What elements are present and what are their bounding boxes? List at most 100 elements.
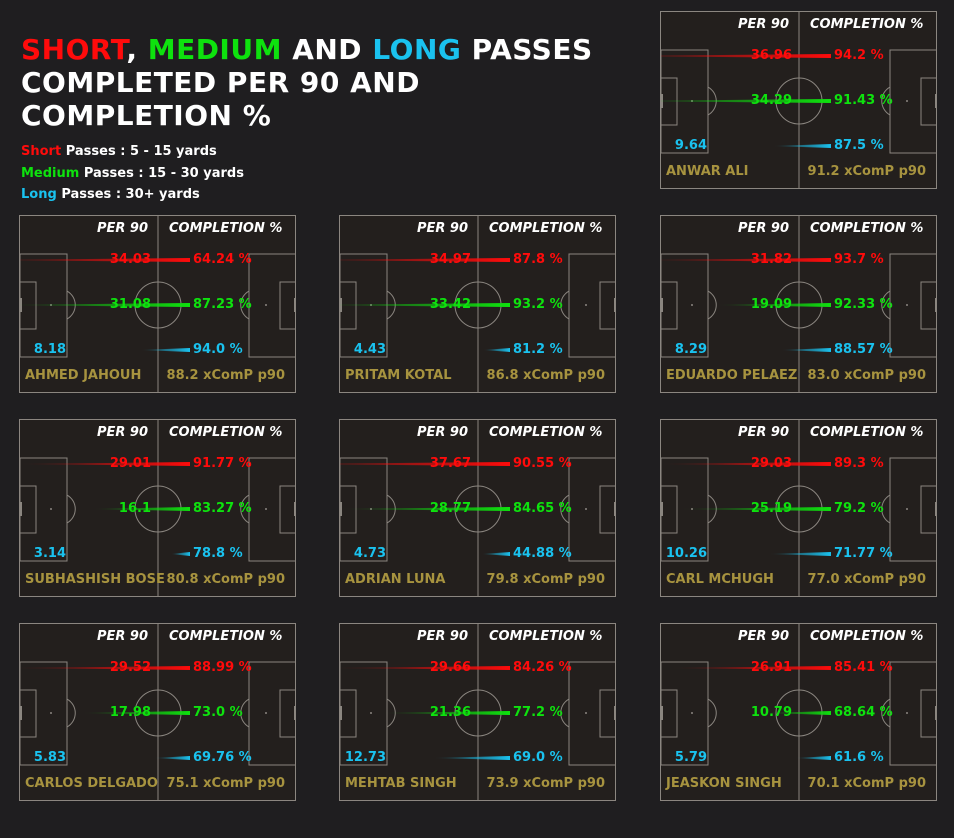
legend-item-short: Short Passes : 5 - 15 yards — [21, 141, 244, 163]
per90-label-short: 29.01 — [109, 456, 151, 471]
xcomp-label: 73.9 xComP p90 — [486, 776, 605, 791]
pitch-markings — [340, 624, 615, 800]
title-separator: , — [126, 33, 138, 66]
right-penalty-spot — [585, 304, 587, 306]
xcomp-label: 77.0 xComP p90 — [807, 572, 926, 587]
pitch-svg — [20, 216, 295, 392]
per90-label-long: 5.83 — [33, 750, 66, 765]
left-six-yard-box — [20, 281, 37, 330]
pct-label-medium: 77.2 % — [513, 705, 563, 720]
right-penalty-box — [889, 253, 936, 358]
right-penalty-spot — [906, 508, 908, 510]
per90-label-short: 29.52 — [109, 660, 151, 675]
pct-label-long: 44.88 % — [513, 546, 572, 561]
bar-medium — [679, 507, 831, 511]
player-panel: PER 90 COMPLETION % 31.82 93.7 % 19.09 92.33 … — [660, 215, 937, 393]
pitch-svg — [340, 216, 615, 392]
left-six-yard-box — [20, 689, 37, 738]
pct-label-long: 69.0 % — [513, 750, 563, 765]
pct-label-medium: 91.43 % — [834, 93, 893, 108]
title-and-word: AND — [292, 33, 363, 66]
xcomp-label: 88.2 xComP p90 — [166, 368, 285, 383]
bar-medium — [20, 303, 190, 307]
left-penalty-spot — [691, 304, 693, 306]
legend-key-short: Short — [21, 144, 62, 159]
right-penalty-box — [568, 661, 615, 766]
pitch-svg — [340, 420, 615, 596]
left-six-yard-box — [661, 77, 678, 126]
header-per90: PER 90 — [96, 629, 148, 644]
right-six-yard-box — [599, 485, 615, 534]
left-penalty-box — [661, 253, 709, 358]
left-penalty-box — [20, 661, 68, 766]
right-penalty-box — [248, 457, 295, 562]
right-penalty-spot — [265, 712, 267, 714]
left-penalty-spot — [50, 712, 52, 714]
right-penalty-arc — [560, 290, 570, 320]
bar-medium — [82, 711, 190, 715]
title-passes-word: PASSES — [471, 33, 593, 66]
left-penalty-arc — [66, 698, 76, 728]
right-penalty-box — [568, 457, 615, 562]
pct-label-medium: 92.33 % — [834, 297, 893, 312]
bar-short — [661, 462, 831, 466]
per90-label-long: 3.14 — [33, 546, 66, 561]
pct-label-short: 85.41 % — [834, 660, 893, 675]
title-line-1: SHORT, MEDIUM AND LONG PASSES — [21, 33, 593, 66]
right-penalty-arc — [240, 290, 250, 320]
header-completion: COMPLETION % — [489, 629, 603, 644]
legend: Short Passes : 5 - 15 yards Medium Passe… — [21, 141, 244, 206]
pct-label-medium: 79.2 % — [834, 501, 884, 516]
right-six-yard-box — [920, 485, 936, 534]
header-per90: PER 90 — [737, 629, 789, 644]
title-medium-word: MEDIUM — [147, 33, 282, 66]
header-completion: COMPLETION % — [489, 425, 603, 440]
bar-short — [20, 666, 190, 670]
header-completion: COMPLETION % — [169, 221, 283, 236]
right-penalty-box — [568, 253, 615, 358]
right-six-yard-box — [599, 689, 615, 738]
bar-medium — [661, 99, 831, 103]
right-penalty-spot — [585, 712, 587, 714]
bar-long — [781, 348, 831, 352]
pct-label-medium: 73.0 % — [193, 705, 243, 720]
right-six-yard-box — [599, 281, 615, 330]
per90-label-medium: 31.08 — [109, 297, 151, 312]
bar-short — [661, 258, 831, 262]
legend-key-long: Long — [21, 187, 57, 202]
legend-text-short: Passes : 5 - 15 yards — [65, 144, 217, 159]
right-penalty-arc — [881, 494, 891, 524]
left-six-yard-box — [340, 485, 357, 534]
bar-long — [769, 552, 831, 556]
player-panel: PER 90 COMPLETION % 34.97 87.8 % 33.42 93.2 %… — [339, 215, 616, 393]
player-panel: PER 90 COMPLETION % 37.67 90.55 % 28.77 84.65… — [339, 419, 616, 597]
left-six-yard-box — [340, 281, 357, 330]
left-penalty-spot — [50, 508, 52, 510]
right-penalty-spot — [265, 508, 267, 510]
legend-key-medium: Medium — [21, 165, 80, 181]
per90-label-medium: 10.79 — [750, 705, 792, 720]
header-per90: PER 90 — [96, 221, 148, 236]
left-penalty-box — [661, 661, 709, 766]
pitch-svg — [661, 12, 936, 188]
bar-short — [340, 666, 510, 670]
per90-label-long: 12.73 — [344, 750, 386, 765]
header-completion: COMPLETION % — [810, 425, 924, 440]
bar-medium — [716, 303, 831, 307]
player-name: CARL MCHUGH — [666, 572, 774, 587]
left-penalty-spot — [370, 712, 372, 714]
left-six-yard-box — [661, 281, 678, 330]
bar-short — [20, 258, 190, 262]
right-six-yard-box — [279, 689, 295, 738]
pct-label-short: 90.55 % — [513, 456, 572, 471]
title-line-2: COMPLETED PER 90 AND — [21, 66, 420, 99]
per90-label-long: 8.29 — [674, 342, 707, 357]
bar-long — [796, 756, 831, 760]
right-penalty-box — [248, 253, 295, 358]
pct-label-short: 87.8 % — [513, 252, 563, 267]
per90-label-medium: 21.36 — [429, 705, 471, 720]
per90-label-short: 34.03 — [109, 252, 151, 267]
per90-label-long: 4.73 — [353, 546, 386, 561]
right-six-yard-box — [279, 485, 295, 534]
xcomp-label: 75.1 xComP p90 — [166, 776, 285, 791]
